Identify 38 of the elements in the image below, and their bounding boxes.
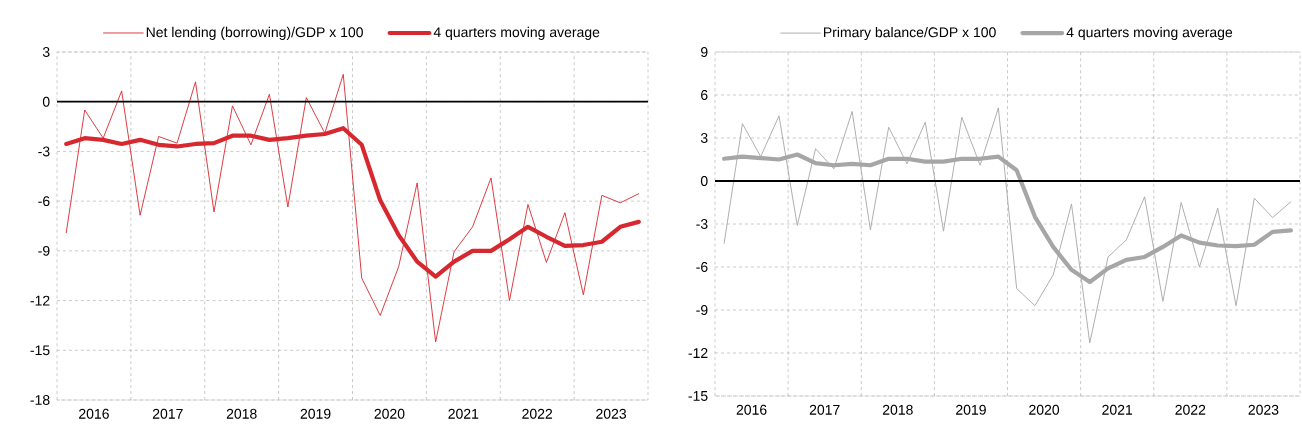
x-tick-label: 2016 <box>79 408 109 419</box>
x-tick-label: 2022 <box>522 408 553 419</box>
x-tick-label: 2021 <box>448 408 479 419</box>
x-tick-label: 2022 <box>1175 404 1206 415</box>
y-tick-label: 0 <box>700 176 708 186</box>
x-tick-label: 2023 <box>596 408 627 419</box>
y-tick-label: -15 <box>30 345 50 356</box>
y-tick-label: -9 <box>38 245 50 256</box>
y-tick-label: -3 <box>38 146 50 157</box>
x-tick-label: 2023 <box>1248 404 1279 415</box>
y-tick-label: -3 <box>696 219 708 229</box>
y-tick-label: -12 <box>30 295 50 306</box>
y-tick-label: 0 <box>42 96 50 107</box>
y-tick-label: 9 <box>701 47 708 57</box>
y-tick-label: 3 <box>700 133 708 143</box>
x-tick-label: 2019 <box>300 408 331 419</box>
x-tick-label: 2018 <box>882 404 913 415</box>
x-tick-label: 2017 <box>152 408 183 419</box>
line-series <box>65 73 640 343</box>
legend-label: Net lending (borrowing)/GDP x 100 <box>146 26 363 40</box>
x-tick-label: 2016 <box>736 404 767 415</box>
y-tick-label: -12 <box>688 348 708 358</box>
x-tick-label: 2018 <box>226 408 257 419</box>
y-tick-label: -18 <box>30 395 50 405</box>
y-tick-label: -6 <box>696 262 708 272</box>
legend-label: 4 quarters moving average <box>433 26 600 40</box>
x-tick-label: 2019 <box>956 404 986 415</box>
x-tick-label: 2020 <box>1029 404 1060 415</box>
legend-label: Primary balance/GDP x 100 <box>823 26 996 41</box>
legend-label: 4 quarters moving average <box>1066 26 1233 41</box>
y-tick-label: -6 <box>38 196 50 207</box>
y-tick-label: -9 <box>696 305 708 315</box>
y-tick-label: 6 <box>701 90 708 100</box>
y-tick-label: -15 <box>688 391 708 401</box>
x-tick-label: 2021 <box>1102 404 1133 415</box>
x-tick-label: 2017 <box>809 404 840 415</box>
y-tick-label: 3 <box>42 47 50 57</box>
x-tick-label: 2020 <box>374 408 405 419</box>
